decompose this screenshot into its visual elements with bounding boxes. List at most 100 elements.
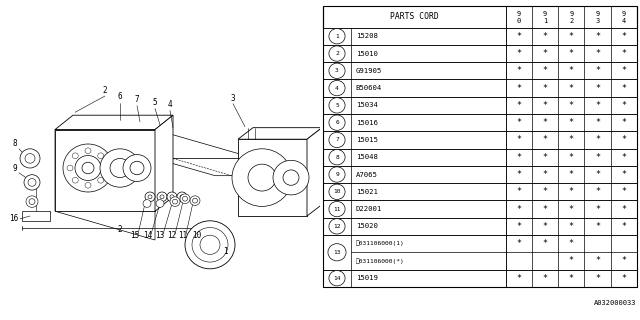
Text: PARTS CORD: PARTS CORD — [390, 12, 439, 21]
Circle shape — [190, 196, 200, 205]
Text: 3: 3 — [335, 68, 339, 73]
Text: *: * — [543, 101, 548, 110]
Circle shape — [26, 196, 38, 207]
Text: *: * — [516, 101, 522, 110]
Circle shape — [185, 221, 235, 269]
Text: 10: 10 — [193, 231, 202, 240]
Text: *: * — [543, 153, 548, 162]
Text: *: * — [543, 239, 548, 248]
Text: *: * — [595, 101, 600, 110]
Text: *: * — [569, 204, 574, 213]
Circle shape — [248, 164, 276, 191]
Circle shape — [329, 98, 345, 113]
Circle shape — [24, 175, 40, 190]
Text: *: * — [595, 222, 600, 231]
Text: 11: 11 — [179, 231, 188, 240]
Circle shape — [329, 80, 345, 96]
Circle shape — [143, 200, 151, 207]
Circle shape — [329, 46, 345, 61]
Text: 9: 9 — [335, 172, 339, 177]
Text: 14: 14 — [333, 276, 340, 281]
Text: *: * — [621, 187, 626, 196]
Polygon shape — [238, 139, 307, 216]
Text: *: * — [569, 118, 574, 127]
Text: 1: 1 — [335, 34, 339, 39]
Text: *: * — [569, 222, 574, 231]
Text: 3: 3 — [595, 18, 600, 24]
Text: 4: 4 — [168, 100, 172, 108]
Circle shape — [72, 177, 78, 183]
Circle shape — [72, 153, 78, 159]
Text: 15015: 15015 — [356, 137, 378, 143]
Text: Ⓦ031106000(*): Ⓦ031106000(*) — [356, 258, 404, 264]
Text: *: * — [621, 135, 626, 144]
Circle shape — [85, 182, 91, 188]
Text: *: * — [621, 101, 626, 110]
Text: D22001: D22001 — [356, 206, 382, 212]
Circle shape — [193, 198, 198, 203]
Text: 15020: 15020 — [356, 223, 378, 229]
Text: 2: 2 — [569, 18, 573, 24]
Polygon shape — [22, 211, 50, 221]
Text: *: * — [516, 118, 522, 127]
Circle shape — [328, 244, 346, 261]
Text: *: * — [516, 204, 522, 213]
Circle shape — [157, 192, 167, 202]
Text: *: * — [516, 274, 522, 283]
Text: 4: 4 — [621, 18, 626, 24]
Text: *: * — [543, 118, 548, 127]
Circle shape — [29, 199, 35, 204]
Circle shape — [232, 149, 292, 206]
Circle shape — [329, 28, 345, 44]
Text: *: * — [569, 49, 574, 58]
Text: *: * — [516, 239, 522, 248]
Text: 12: 12 — [333, 224, 340, 229]
Text: *: * — [543, 49, 548, 58]
Text: *: * — [543, 274, 548, 283]
Polygon shape — [55, 130, 155, 211]
Text: *: * — [569, 153, 574, 162]
Text: *: * — [569, 274, 574, 283]
Text: *: * — [516, 49, 522, 58]
Text: *: * — [595, 84, 600, 92]
Text: *: * — [595, 135, 600, 144]
Text: *: * — [595, 32, 600, 41]
Text: *: * — [516, 153, 522, 162]
Circle shape — [160, 195, 164, 199]
Circle shape — [329, 115, 345, 130]
Circle shape — [145, 192, 155, 202]
Text: 15016: 15016 — [356, 120, 378, 126]
Text: B50604: B50604 — [356, 85, 382, 91]
Text: *: * — [516, 170, 522, 179]
Text: 2: 2 — [118, 225, 122, 234]
Text: 1: 1 — [223, 247, 227, 256]
Circle shape — [273, 160, 309, 195]
Text: Ⓦ031106000(1): Ⓦ031106000(1) — [356, 241, 404, 246]
Circle shape — [63, 144, 113, 192]
Text: *: * — [621, 153, 626, 162]
Circle shape — [329, 63, 345, 78]
Circle shape — [329, 149, 345, 165]
Text: 15010: 15010 — [356, 51, 378, 57]
Circle shape — [98, 153, 104, 159]
Text: 2: 2 — [102, 86, 108, 95]
Circle shape — [167, 192, 177, 202]
Circle shape — [148, 195, 152, 199]
Text: *: * — [569, 256, 574, 265]
Text: A7065: A7065 — [356, 172, 378, 178]
Text: 15019: 15019 — [356, 275, 378, 281]
Text: 7: 7 — [335, 137, 339, 142]
Polygon shape — [155, 115, 173, 211]
Text: 0: 0 — [517, 18, 521, 24]
Text: *: * — [569, 32, 574, 41]
Circle shape — [98, 177, 104, 183]
Circle shape — [103, 165, 109, 171]
Text: 15: 15 — [131, 231, 140, 240]
Circle shape — [329, 219, 345, 234]
Text: *: * — [621, 222, 626, 231]
Circle shape — [329, 132, 345, 148]
Text: *: * — [595, 274, 600, 283]
Polygon shape — [238, 128, 322, 139]
Text: *: * — [543, 204, 548, 213]
Text: 13: 13 — [333, 250, 340, 255]
